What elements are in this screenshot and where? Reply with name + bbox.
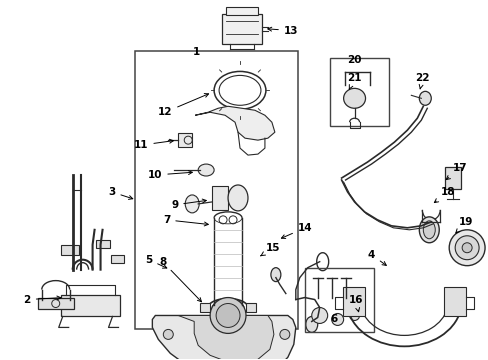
Text: 21: 21 xyxy=(346,73,361,89)
Circle shape xyxy=(210,298,245,333)
Text: 5: 5 xyxy=(145,255,166,268)
Ellipse shape xyxy=(419,91,430,105)
Bar xyxy=(61,245,79,255)
Circle shape xyxy=(454,236,478,260)
Text: 6: 6 xyxy=(329,314,337,324)
Bar xyxy=(443,287,465,316)
Text: 3: 3 xyxy=(108,187,132,199)
Bar xyxy=(61,294,120,316)
Circle shape xyxy=(163,329,173,339)
Circle shape xyxy=(216,303,240,328)
Text: 8: 8 xyxy=(159,257,201,302)
Bar xyxy=(95,240,109,248)
Polygon shape xyxy=(195,106,274,140)
Bar xyxy=(110,255,124,263)
Text: 11: 11 xyxy=(134,139,173,150)
Ellipse shape xyxy=(343,88,365,108)
Polygon shape xyxy=(152,315,295,360)
Bar xyxy=(212,186,227,210)
Text: 10: 10 xyxy=(147,170,192,180)
Polygon shape xyxy=(178,315,273,360)
Text: 14: 14 xyxy=(281,223,312,238)
Bar xyxy=(444,167,460,189)
Ellipse shape xyxy=(227,185,247,211)
Bar xyxy=(38,298,74,310)
Bar xyxy=(200,302,210,312)
Ellipse shape xyxy=(423,221,434,239)
Ellipse shape xyxy=(198,164,214,176)
Text: 1: 1 xyxy=(192,48,200,58)
Bar xyxy=(304,268,374,332)
Bar xyxy=(178,133,192,147)
Circle shape xyxy=(311,307,327,323)
Text: 19: 19 xyxy=(455,217,472,233)
Circle shape xyxy=(448,230,484,266)
Text: 13: 13 xyxy=(267,26,298,36)
Bar xyxy=(222,14,262,44)
Bar xyxy=(225,7,258,15)
Text: 18: 18 xyxy=(433,187,455,203)
Text: 4: 4 xyxy=(367,250,386,265)
Bar xyxy=(245,302,255,312)
Ellipse shape xyxy=(419,217,438,243)
Bar xyxy=(329,58,388,126)
Ellipse shape xyxy=(270,268,280,282)
Text: 16: 16 xyxy=(347,294,362,312)
Text: 20: 20 xyxy=(346,55,361,66)
Circle shape xyxy=(331,314,343,325)
Circle shape xyxy=(349,310,359,320)
Circle shape xyxy=(461,243,471,253)
Ellipse shape xyxy=(305,316,317,332)
Text: 2: 2 xyxy=(23,294,61,305)
Text: 15: 15 xyxy=(260,243,280,256)
Text: 22: 22 xyxy=(414,73,429,89)
Text: 17: 17 xyxy=(446,163,467,180)
Ellipse shape xyxy=(185,195,199,213)
Text: 7: 7 xyxy=(163,215,208,226)
Text: 9: 9 xyxy=(171,199,206,210)
Bar xyxy=(135,50,297,329)
Bar xyxy=(342,287,364,316)
Text: 12: 12 xyxy=(158,94,208,117)
Circle shape xyxy=(279,329,289,339)
